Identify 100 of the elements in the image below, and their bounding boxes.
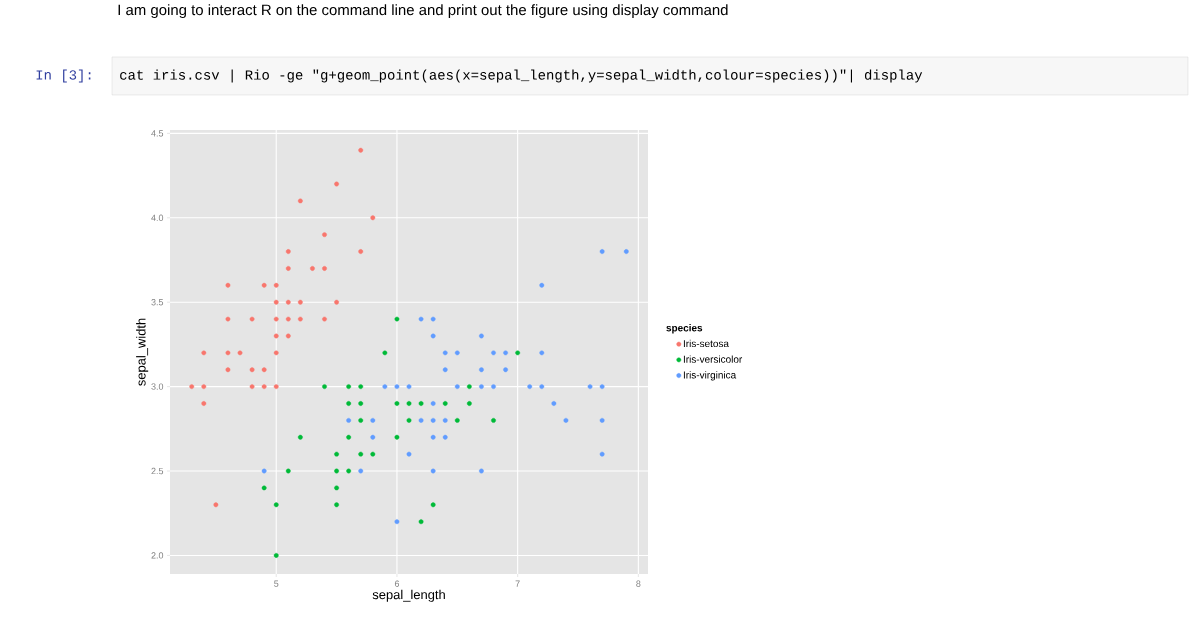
point (346, 384, 352, 390)
point (599, 249, 605, 254)
legend-label: Iris-setosa (683, 339, 729, 348)
point (261, 282, 267, 288)
point (394, 434, 400, 440)
point (442, 367, 448, 373)
point (249, 316, 255, 322)
point (297, 198, 303, 204)
point (539, 282, 545, 288)
legend-label: Iris-virginica (683, 371, 737, 381)
point (442, 417, 448, 423)
point (418, 316, 424, 322)
point (406, 401, 412, 406)
point (334, 451, 339, 457)
point (322, 232, 327, 238)
point (273, 316, 279, 322)
y-axis-title: sepal_width (136, 318, 149, 386)
point (430, 316, 436, 322)
point (370, 417, 376, 423)
point (237, 350, 243, 356)
point (358, 249, 364, 254)
point (322, 266, 327, 271)
point (358, 451, 364, 457)
point (297, 299, 303, 305)
point (382, 350, 388, 356)
point (394, 316, 400, 322)
point (273, 553, 279, 558)
point (370, 215, 376, 221)
point (491, 384, 496, 390)
y-tick-label: 4.5 (151, 130, 164, 137)
point (430, 502, 436, 508)
point (225, 316, 231, 322)
point (442, 434, 448, 440)
point (503, 350, 508, 356)
point (382, 384, 388, 390)
point (454, 384, 460, 390)
point (370, 434, 376, 440)
point (285, 249, 291, 254)
point (551, 401, 557, 406)
point (261, 485, 267, 491)
point (261, 367, 267, 373)
point (466, 384, 472, 390)
point (346, 401, 352, 406)
point (430, 401, 436, 406)
point (334, 485, 339, 491)
point (322, 316, 327, 322)
point (430, 434, 436, 440)
point (346, 434, 352, 440)
point (358, 384, 364, 390)
chart-title: I am going to interact R on the command line and print out the figure using display command (118, 4, 728, 19)
point (406, 384, 412, 390)
point (261, 468, 267, 474)
point (334, 468, 339, 474)
point (285, 333, 291, 339)
y-tick-label: 3.5 (151, 299, 164, 306)
legend-label: Iris-versicolor (683, 355, 743, 363)
x-tick-label: 8 (636, 580, 641, 587)
text: In [3]: (36, 69, 91, 83)
y-tick-label: 4.0 (151, 214, 164, 221)
point (285, 266, 291, 271)
point (418, 401, 424, 406)
point (213, 502, 219, 508)
x-tick-label: 6 (394, 580, 400, 587)
point (430, 417, 436, 423)
point (539, 384, 545, 390)
y-tick-label: 2.0 (151, 552, 164, 559)
point (273, 384, 279, 390)
point (358, 468, 364, 474)
point (539, 350, 545, 356)
point (285, 316, 291, 322)
point (418, 519, 424, 525)
point (358, 417, 364, 423)
point (297, 434, 303, 440)
point (273, 333, 279, 339)
point (334, 502, 339, 508)
point (430, 468, 436, 474)
point (201, 401, 207, 406)
point (189, 384, 195, 390)
point (334, 181, 339, 187)
point (479, 384, 484, 390)
point (430, 333, 436, 339)
point (491, 417, 496, 423)
point (358, 401, 364, 406)
point (527, 384, 533, 390)
point (454, 417, 460, 423)
point (201, 350, 207, 356)
point (346, 417, 352, 423)
point (346, 468, 352, 474)
point (563, 417, 569, 423)
point (225, 282, 231, 288)
point (394, 519, 400, 525)
point (491, 350, 496, 356)
point (503, 367, 508, 373)
point (285, 468, 291, 474)
point (285, 299, 291, 305)
point (442, 350, 448, 356)
point (418, 417, 424, 423)
point (442, 401, 448, 406)
point (310, 266, 315, 271)
x-tick-label: 7 (515, 580, 520, 587)
